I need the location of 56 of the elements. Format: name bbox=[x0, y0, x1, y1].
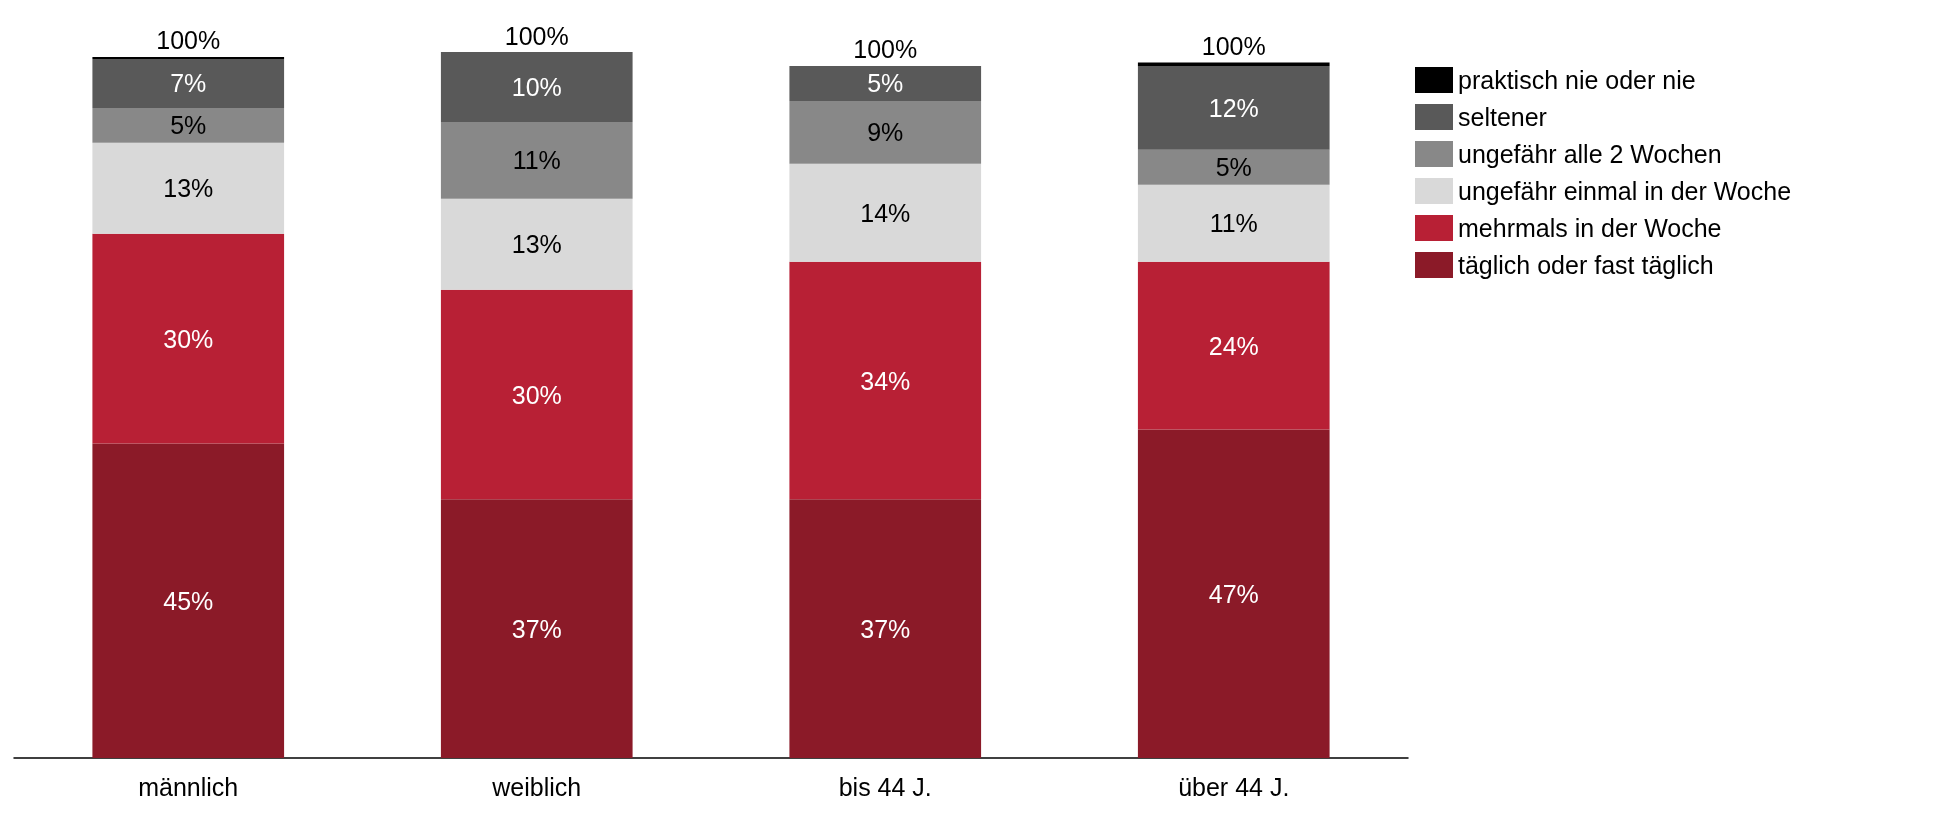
bar bbox=[1137, 149, 1330, 185]
data-label: 9% bbox=[867, 118, 904, 147]
legend-label: ungefähr einmal in der Woche bbox=[1458, 177, 1792, 205]
bar bbox=[789, 261, 982, 500]
data-label: 5% bbox=[170, 111, 207, 140]
bar bbox=[1137, 184, 1330, 262]
bar bbox=[92, 58, 285, 108]
bar bbox=[1137, 261, 1330, 430]
legend-label: ungefähr alle 2 Wochen bbox=[1458, 140, 1722, 168]
total-label: 100% bbox=[853, 35, 918, 64]
x-tick-label: über 44 J. bbox=[1178, 772, 1290, 801]
data-label: 5% bbox=[867, 69, 904, 98]
bar bbox=[1137, 62, 1330, 66]
bar bbox=[440, 198, 633, 290]
x-tick-label: weiblich bbox=[491, 772, 582, 801]
data-label: 5% bbox=[1215, 153, 1252, 182]
data-label: 11% bbox=[1209, 209, 1258, 238]
bar bbox=[92, 56, 285, 59]
x-tick-label: männlich bbox=[138, 772, 239, 801]
data-label: 7% bbox=[170, 69, 207, 98]
bar bbox=[440, 52, 633, 122]
bar bbox=[92, 443, 285, 758]
bar bbox=[440, 121, 633, 199]
data-label: 12% bbox=[1208, 93, 1259, 122]
bar bbox=[92, 233, 285, 444]
legend-label: mehrmals in der Woche bbox=[1458, 214, 1722, 242]
data-label: 30% bbox=[511, 380, 562, 409]
bar bbox=[789, 163, 982, 262]
data-label: 13% bbox=[511, 230, 562, 259]
data-label: 11% bbox=[512, 146, 561, 175]
data-label: 30% bbox=[163, 324, 214, 353]
data-label: 14% bbox=[860, 198, 911, 227]
bar bbox=[789, 65, 982, 101]
data-label: 24% bbox=[1208, 331, 1259, 360]
data-label: 37% bbox=[860, 614, 911, 643]
bar bbox=[92, 142, 285, 234]
bar bbox=[440, 499, 633, 758]
bar bbox=[440, 289, 633, 500]
data-label: 10% bbox=[511, 72, 562, 101]
data-label: 45% bbox=[163, 586, 214, 615]
legend-label: praktisch nie oder nie bbox=[1458, 66, 1696, 94]
bar bbox=[789, 100, 982, 164]
total-label: 100% bbox=[1201, 31, 1266, 60]
x-tick-label: bis 44 J. bbox=[838, 772, 932, 801]
total-label: 100% bbox=[504, 21, 569, 50]
bar bbox=[92, 107, 285, 143]
bar bbox=[789, 499, 982, 758]
data-label: 37% bbox=[511, 614, 562, 643]
total-label: 100% bbox=[156, 26, 221, 55]
legend-label: seltener bbox=[1458, 103, 1547, 131]
bar bbox=[1137, 429, 1330, 758]
data-label: 34% bbox=[860, 366, 911, 395]
bar bbox=[1137, 65, 1330, 150]
data-label: 47% bbox=[1208, 579, 1259, 608]
data-label: 13% bbox=[163, 174, 214, 203]
legend-label: täglich oder fast täglich bbox=[1458, 251, 1714, 279]
